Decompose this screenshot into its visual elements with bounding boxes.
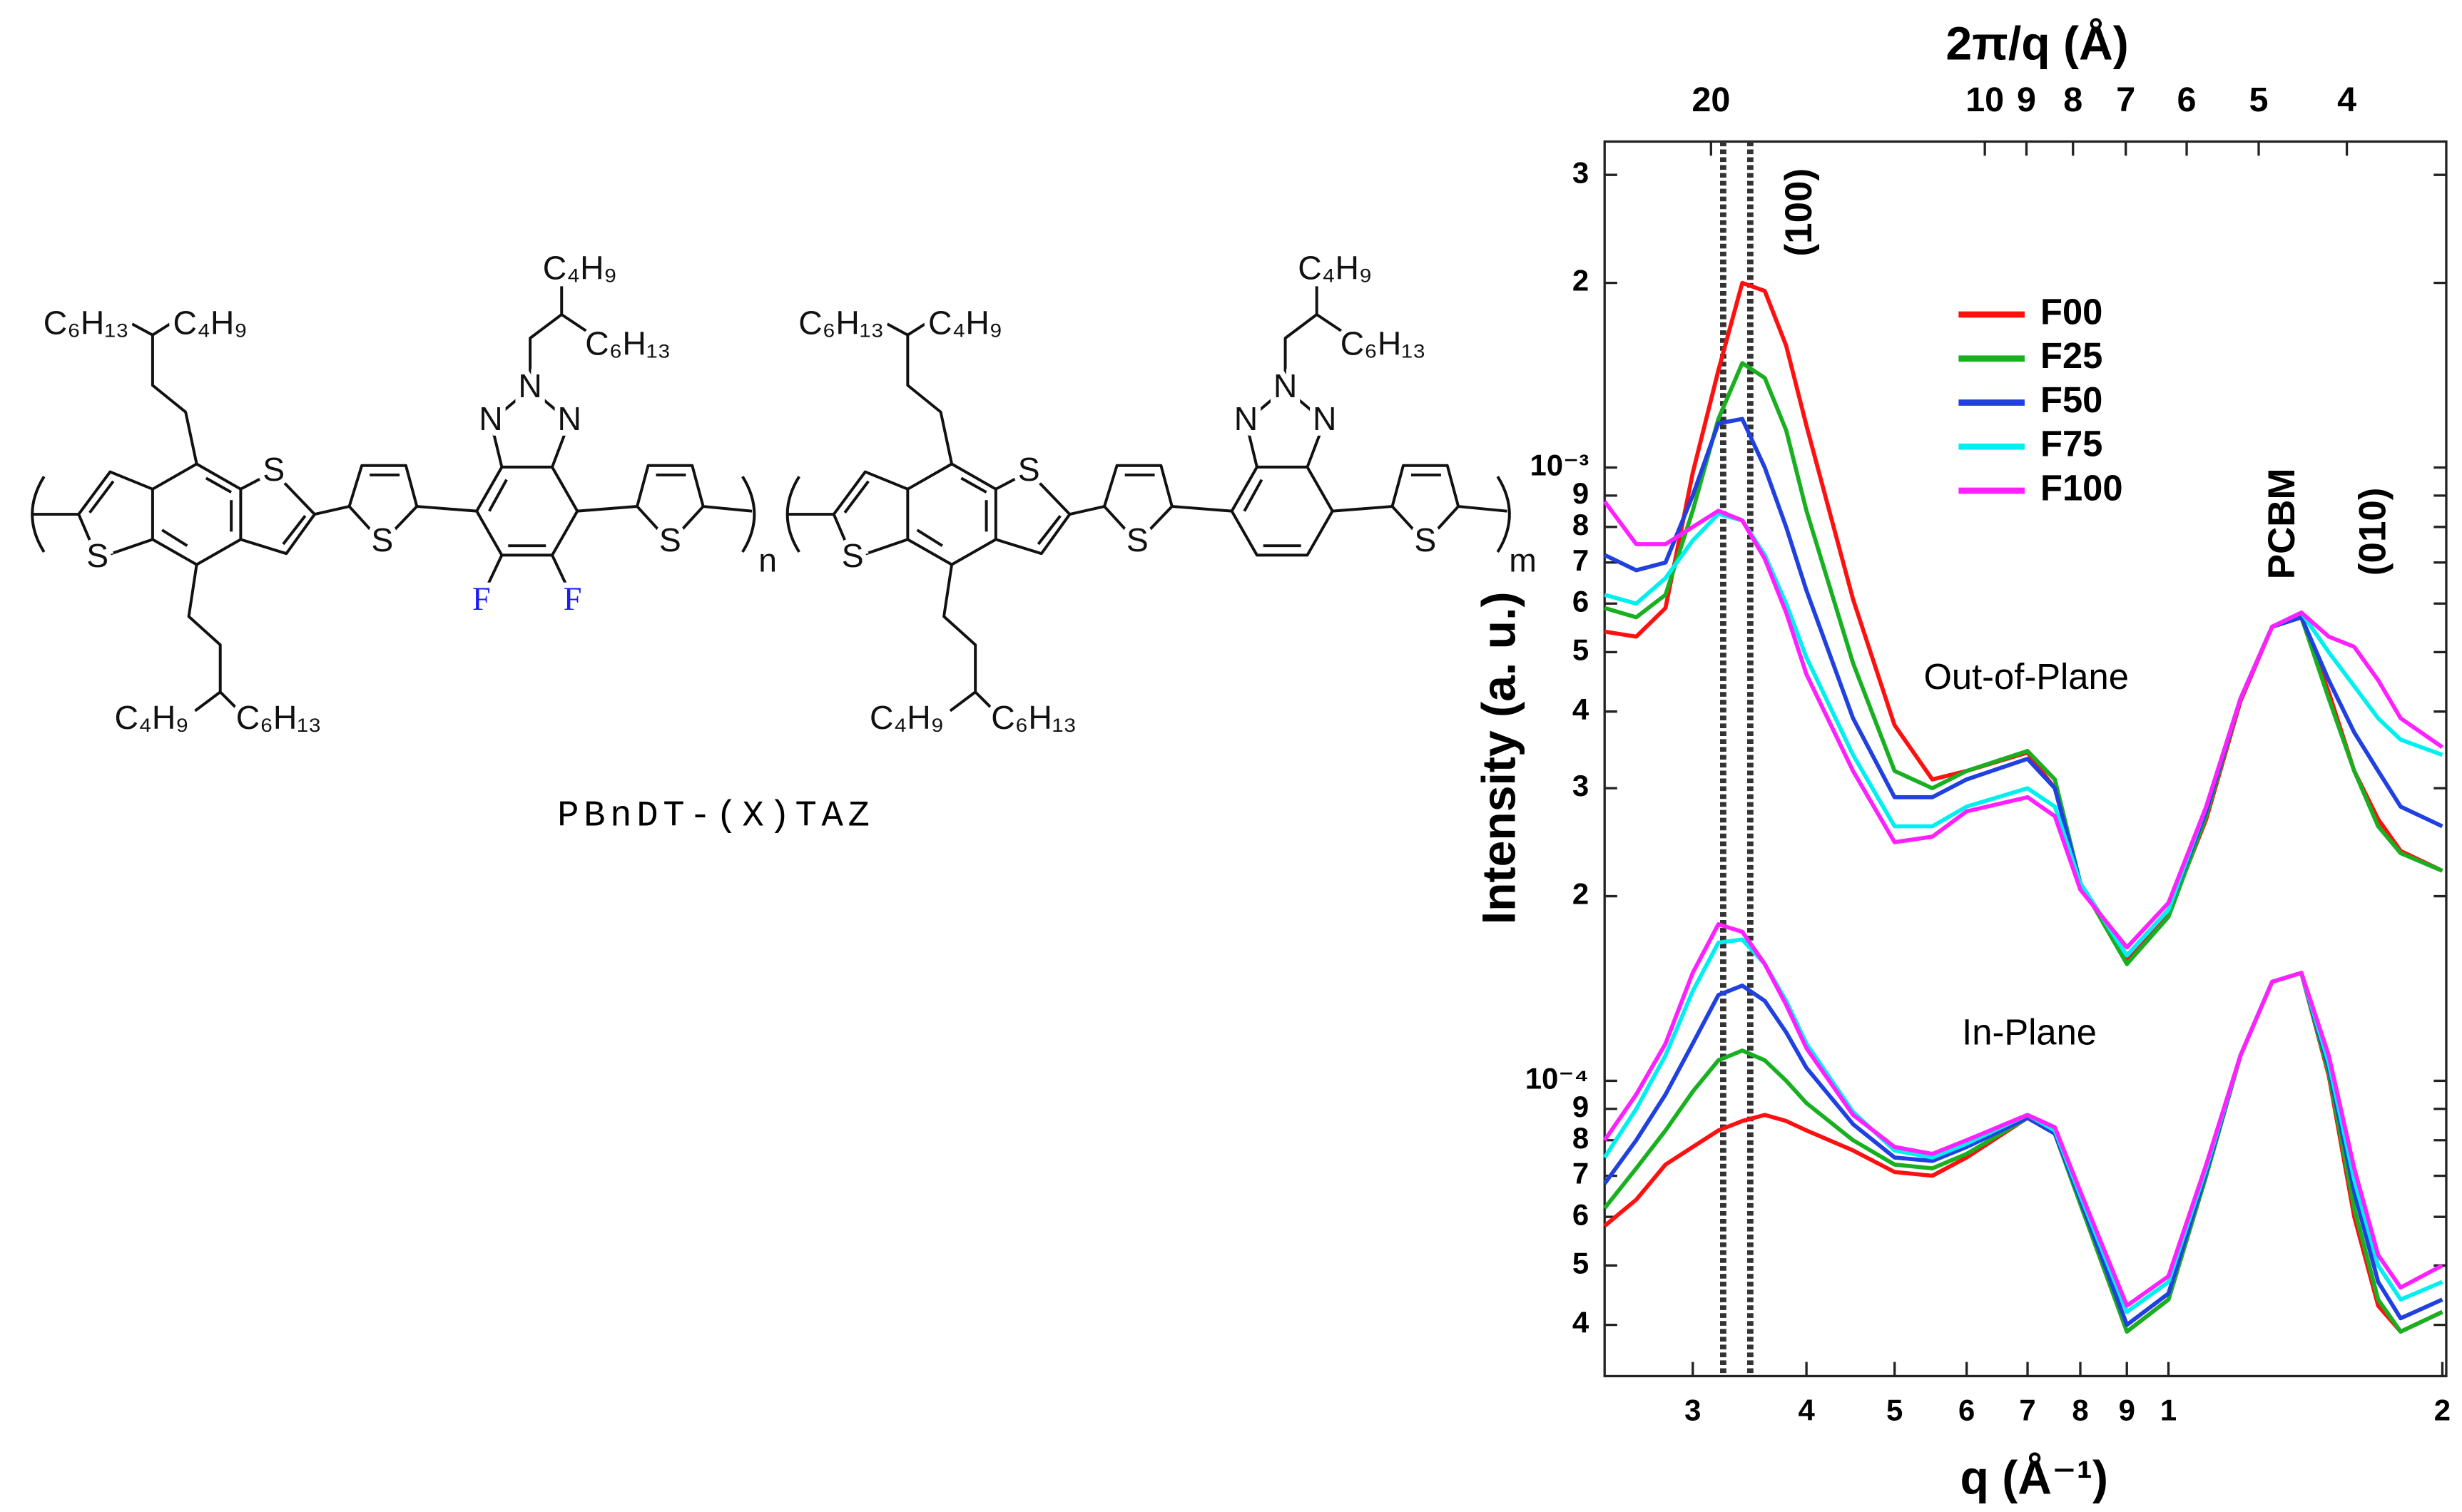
atom-label: N: [1234, 400, 1258, 437]
atom-label: S: [1414, 521, 1436, 558]
atom-label: C₆H₁₃: [798, 305, 884, 342]
x-tick-label: 1: [2160, 1393, 2177, 1426]
atom-label: S: [1126, 521, 1149, 558]
x-tick-label: 3: [1684, 1393, 1701, 1426]
annotation: In-Plane: [1962, 1011, 2097, 1052]
curve: [1604, 361, 2443, 966]
y-tick-label: 5: [1572, 633, 1589, 666]
curve: [1602, 500, 2444, 950]
curve: [1604, 511, 2443, 958]
atom-label: C₄H₉: [173, 305, 248, 342]
x-tick-label: 6: [1958, 1393, 1975, 1426]
atom-label: C₆H₁₃: [236, 699, 322, 736]
y-tick-label: 6: [1572, 584, 1589, 618]
annotation: Out-of-Plane: [1923, 656, 2128, 697]
atom-label: C₄H₉: [543, 250, 617, 287]
atom-label: S: [1018, 451, 1040, 488]
legend-label: F25: [2040, 335, 2102, 376]
y-tick-label: 10⁻³: [1530, 449, 1589, 482]
atom-label: m: [1509, 542, 1537, 579]
top-tick-label: 5: [2249, 81, 2269, 119]
y-tick-label: 3: [1572, 155, 1589, 189]
atom-label: C₄H₉: [114, 699, 188, 736]
annotation: PCBM: [2261, 468, 2303, 579]
y-tick-label: 8: [1572, 1121, 1589, 1155]
annotation: (010): [2352, 488, 2394, 576]
atom-label: C₄H₉: [928, 305, 1002, 342]
top-tick-label: 7: [2116, 81, 2135, 119]
top-tick-label: 10: [1965, 81, 2004, 119]
legend-label: F100: [2040, 467, 2123, 508]
atom-label: S: [263, 451, 285, 488]
atom-label: C₆H₁₃: [1341, 325, 1426, 362]
x-tick-label: 8: [2072, 1393, 2088, 1426]
top-tick-label: 6: [2177, 81, 2197, 119]
atom-label: S: [371, 521, 393, 558]
atom-label: S: [659, 521, 681, 558]
y-tick-label: 7: [1572, 543, 1589, 577]
y-tick-label: 5: [1572, 1246, 1589, 1279]
curve: [1602, 922, 2443, 1308]
x-tick-label: 7: [2019, 1393, 2035, 1426]
top-axis-label: 2π/q (Å): [1945, 18, 2128, 71]
y-tick-label: 10⁻⁴: [1525, 1061, 1589, 1095]
y-tick-label: 8: [1572, 508, 1589, 541]
y-tick-label: 4: [1572, 1306, 1589, 1339]
legend-label: F75: [2040, 424, 2102, 464]
top-tick-label: 8: [2063, 81, 2082, 119]
y-tick-label: 6: [1572, 1197, 1589, 1231]
curve: [1603, 417, 2443, 958]
y-tick-label: 2: [1572, 877, 1589, 911]
atom-label: n: [758, 542, 777, 579]
x-tick-label: 2: [2434, 1393, 2451, 1426]
y-tick-label: 3: [1572, 769, 1589, 802]
annotation: (100): [1778, 168, 1820, 257]
atom-label: N: [518, 367, 541, 404]
legend-label: F50: [2040, 379, 2102, 420]
atom-label: S: [842, 537, 864, 574]
atom-label: S: [86, 537, 108, 574]
atom-label: C₆H₁₃: [44, 305, 129, 342]
repeat-unit-bonds: [31, 286, 756, 712]
atom-label: N: [1273, 367, 1297, 404]
y-tick-label: 2: [1572, 264, 1589, 297]
x-tick-label: 5: [1886, 1393, 1903, 1426]
atom-label: N: [1313, 400, 1336, 437]
atom-label: F: [564, 581, 582, 618]
x-tick-label: 9: [2119, 1393, 2135, 1426]
atom-label: C₄H₉: [870, 699, 944, 736]
atom-label: N: [558, 400, 581, 437]
y-tick-label: 4: [1572, 693, 1589, 726]
atom-label: C₄H₉: [1298, 250, 1372, 287]
y-tick-label: 7: [1572, 1157, 1589, 1190]
top-tick-label: 9: [2017, 81, 2036, 119]
polymer-name: PBnDT-(X)TAZ: [557, 797, 875, 837]
y-tick-label: 9: [1572, 1090, 1589, 1123]
x-axis-label: q (Å⁻¹): [1960, 1452, 2108, 1505]
y-axis-label: Intensity (a. u.): [1472, 592, 1525, 925]
atom-label: F: [472, 581, 491, 618]
fluorine-bonds: [486, 554, 568, 586]
bonds: [31, 286, 756, 712]
legend-label: F00: [2040, 291, 2102, 332]
x-tick-label: 4: [1798, 1393, 1815, 1426]
atom-label: N: [479, 400, 502, 437]
top-tick-label: 20: [1692, 81, 1730, 119]
atom-label: C₆H₁₃: [585, 325, 671, 362]
top-tick-label: 4: [2337, 81, 2356, 119]
y-tick-label: 9: [1572, 476, 1589, 510]
atom-label: C₆H₁₃: [991, 699, 1077, 736]
curve: [1604, 280, 2443, 963]
